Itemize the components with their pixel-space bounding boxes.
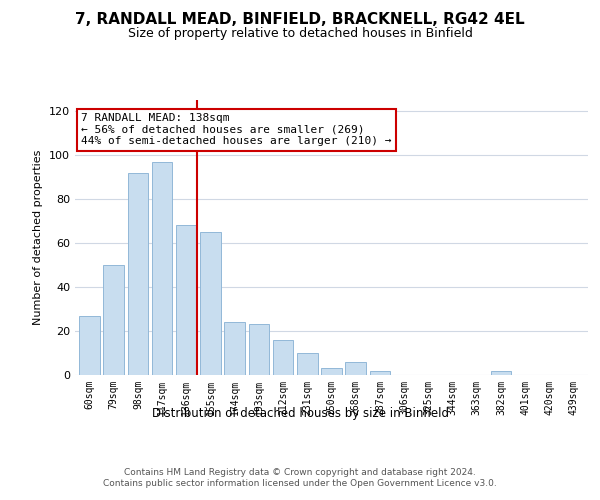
Y-axis label: Number of detached properties: Number of detached properties bbox=[34, 150, 43, 325]
Text: Distribution of detached houses by size in Binfield: Distribution of detached houses by size … bbox=[151, 408, 449, 420]
Bar bbox=[491, 370, 511, 375]
Text: 7, RANDALL MEAD, BINFIELD, BRACKNELL, RG42 4EL: 7, RANDALL MEAD, BINFIELD, BRACKNELL, RG… bbox=[75, 12, 525, 28]
Bar bbox=[176, 226, 197, 375]
Bar bbox=[346, 362, 366, 375]
Text: Size of property relative to detached houses in Binfield: Size of property relative to detached ho… bbox=[128, 28, 472, 40]
Bar bbox=[273, 340, 293, 375]
Bar bbox=[200, 232, 221, 375]
Text: Contains HM Land Registry data © Crown copyright and database right 2024.
Contai: Contains HM Land Registry data © Crown c… bbox=[103, 468, 497, 487]
Bar bbox=[103, 265, 124, 375]
Bar bbox=[79, 316, 100, 375]
Bar bbox=[370, 370, 390, 375]
Bar bbox=[248, 324, 269, 375]
Bar bbox=[128, 172, 148, 375]
Bar bbox=[224, 322, 245, 375]
Bar bbox=[152, 162, 172, 375]
Bar bbox=[297, 353, 317, 375]
Text: 7 RANDALL MEAD: 138sqm
← 56% of detached houses are smaller (269)
44% of semi-de: 7 RANDALL MEAD: 138sqm ← 56% of detached… bbox=[81, 113, 392, 146]
Bar bbox=[321, 368, 342, 375]
